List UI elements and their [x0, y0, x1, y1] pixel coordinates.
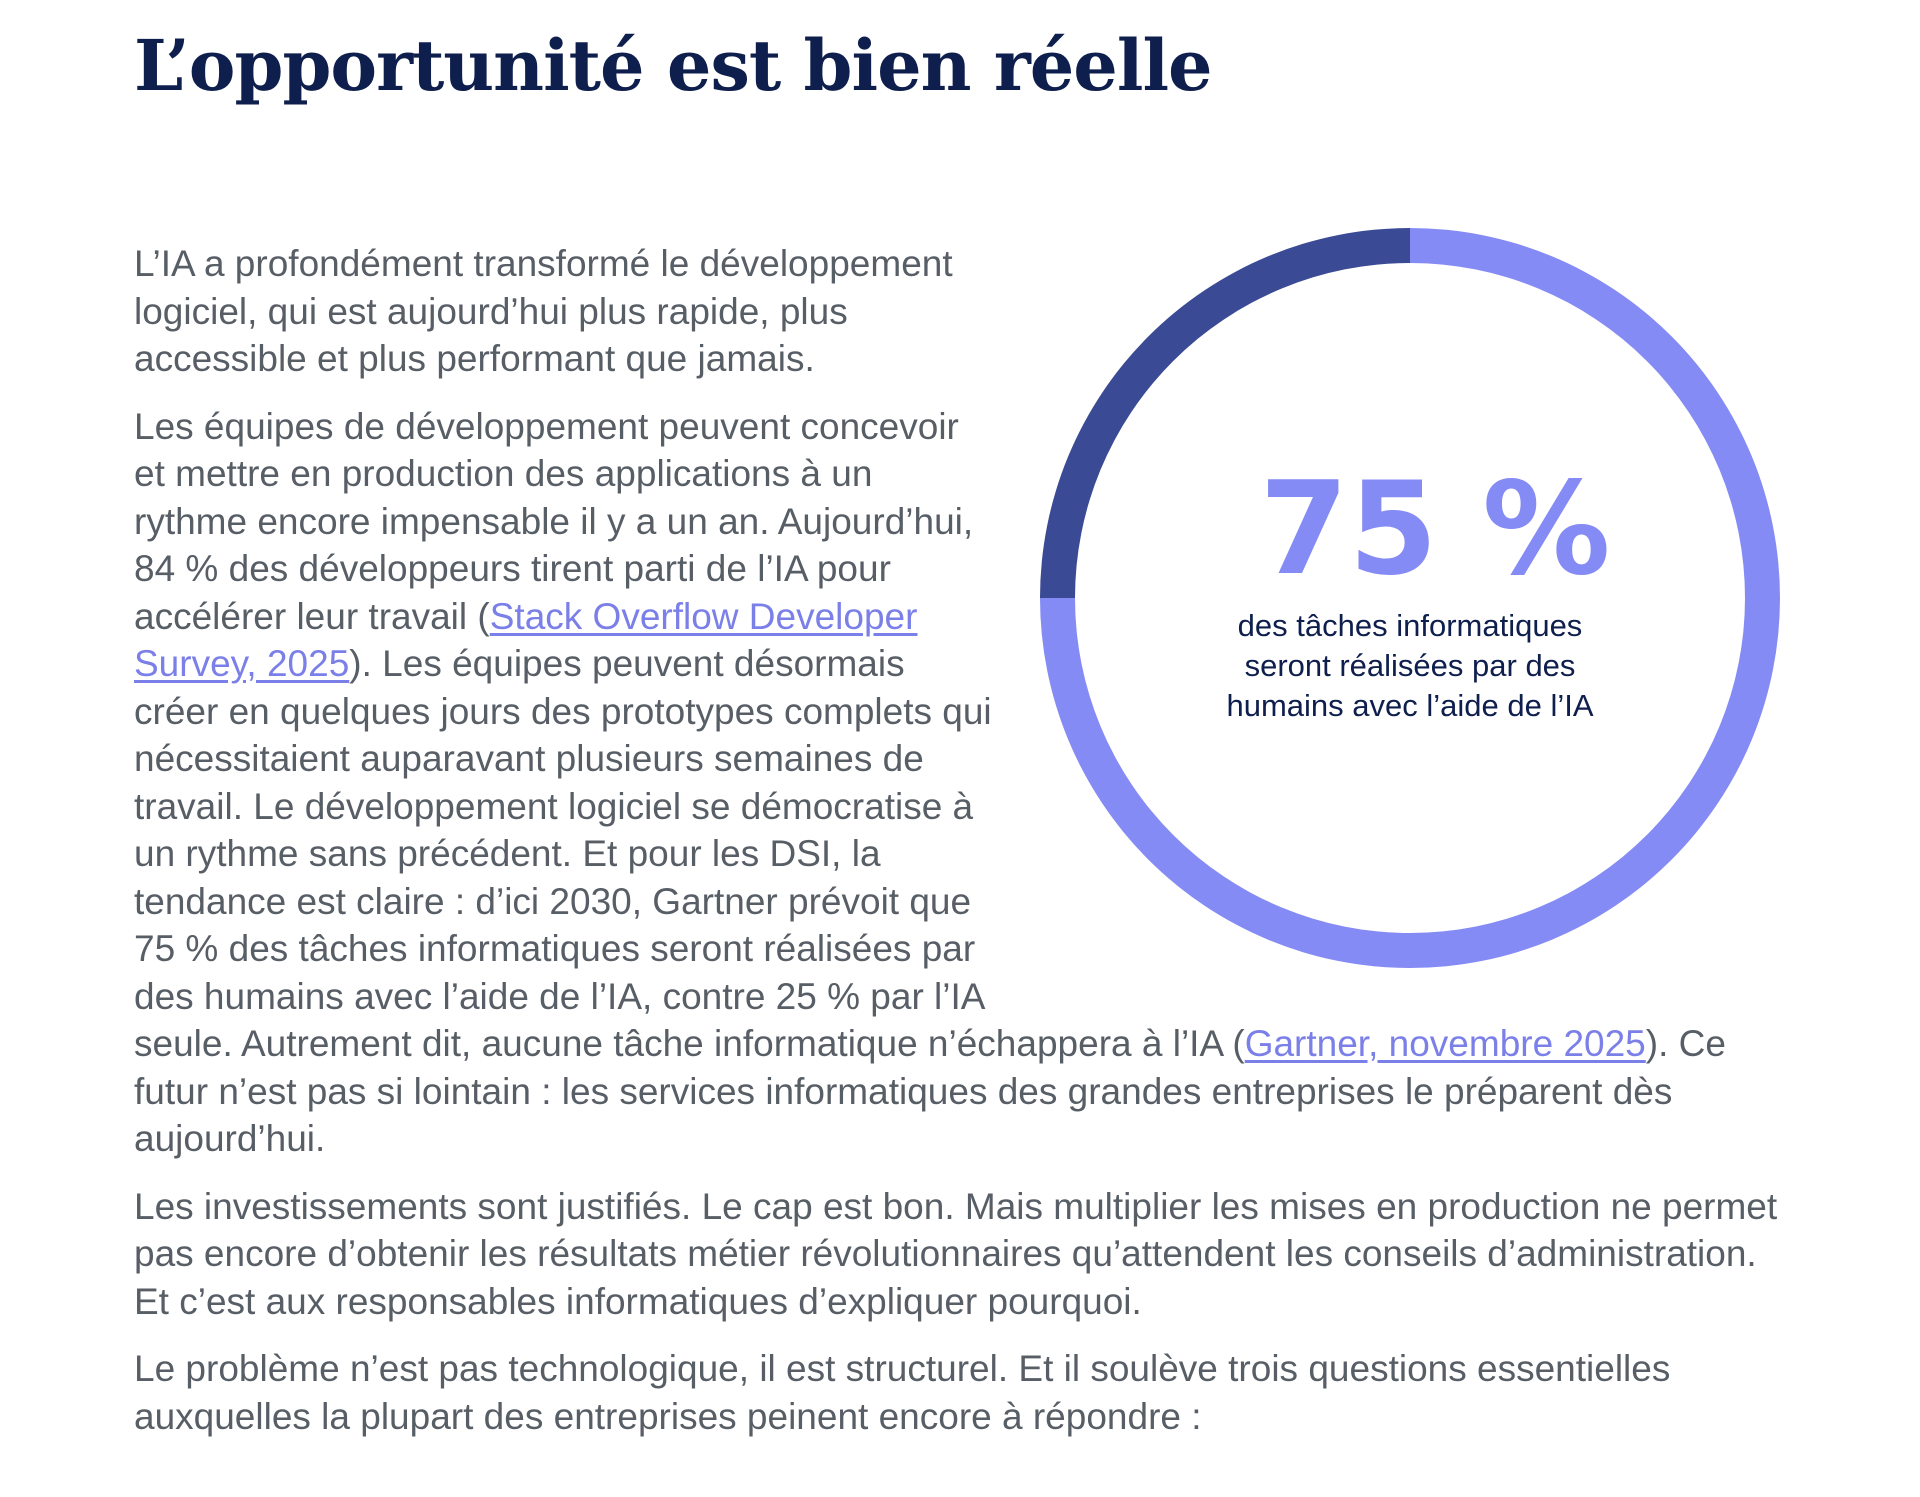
paragraph-intro: L’IA a profondément transformé le dévelo…	[134, 243, 953, 379]
page-title: L’opportunité est bien réelle	[134, 24, 1213, 107]
paragraph-trend: Les équipes de développement peuvent con…	[134, 403, 1794, 1163]
stack-overflow-survey-link[interactable]: Stack Overflow Developer Survey, 2025	[134, 595, 918, 685]
chart-float-spacer	[994, 240, 1794, 980]
stat-caption: des tâches informatiques seront réalisée…	[1226, 608, 1594, 723]
stat-donut-chart: 75 % des tâches informatiques seront réa…	[1040, 228, 1780, 968]
paragraph-trend-text-1: Les équipes de développement peuvent con…	[134, 405, 974, 637]
paragraph-trend-text-3: ). Ce futur n’est pas si lointain : les …	[134, 1023, 1726, 1159]
donut-svg	[1040, 228, 1780, 968]
donut-slice-1	[1040, 228, 1410, 598]
paragraph-investments: Les investissements sont justifiés. Le c…	[134, 1185, 1778, 1322]
article-body: L’IA a profondément transformé le dévelo…	[134, 240, 1794, 1460]
gartner-link[interactable]: Gartner, novembre 2025	[1244, 1023, 1646, 1064]
stat-value: 75 %	[1259, 455, 1611, 604]
paragraph-problem: Le problème n’est pas technologique, il …	[134, 1348, 1671, 1437]
paragraph-trend-text-2: ). Les équipes peuvent désormais créer e…	[134, 643, 1245, 1064]
